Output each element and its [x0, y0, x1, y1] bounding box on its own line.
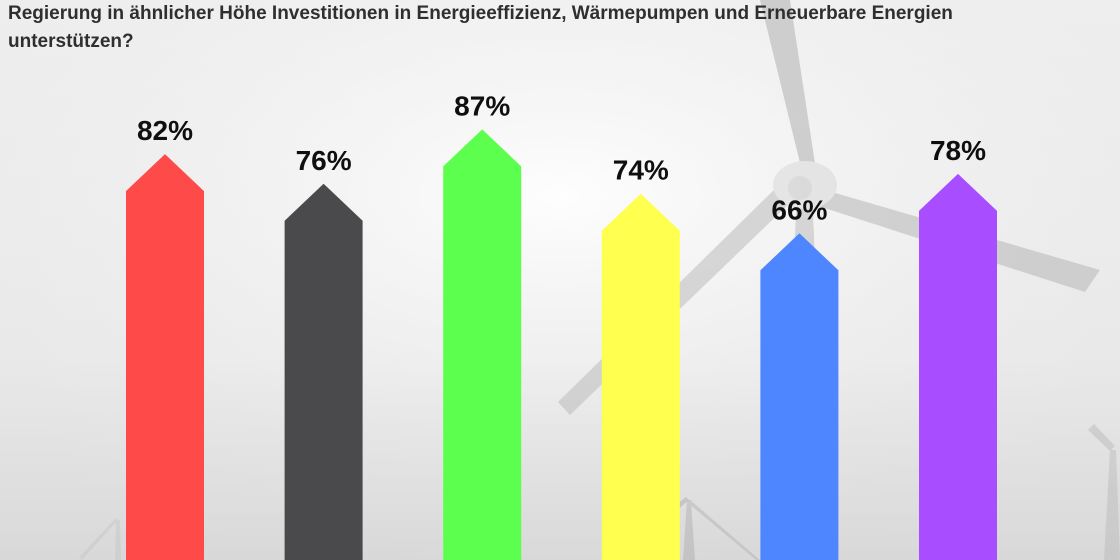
data-label-3: 87% — [454, 90, 510, 121]
data-label-6: 78% — [930, 135, 986, 166]
bar-6 — [919, 173, 997, 560]
bar-1 — [126, 154, 204, 560]
bar-2 — [284, 183, 363, 560]
bar-3 — [443, 129, 522, 560]
data-label-1: 82% — [137, 115, 193, 146]
data-label-4: 74% — [613, 155, 669, 186]
question-text: Regierung in ähnlicher Höhe Investitione… — [8, 0, 1108, 56]
bar-4 — [601, 193, 680, 560]
wind-turbine-far-left — [79, 518, 121, 560]
data-label-5: 66% — [771, 194, 827, 225]
question-line-1: Regierung in ähnlicher Höhe Investitione… — [8, 3, 953, 24]
data-label-2: 76% — [296, 145, 352, 176]
wind-turbine-small-right — [1088, 424, 1120, 560]
bar-5 — [760, 233, 839, 560]
question-line-2: unterstützen? — [8, 31, 134, 52]
